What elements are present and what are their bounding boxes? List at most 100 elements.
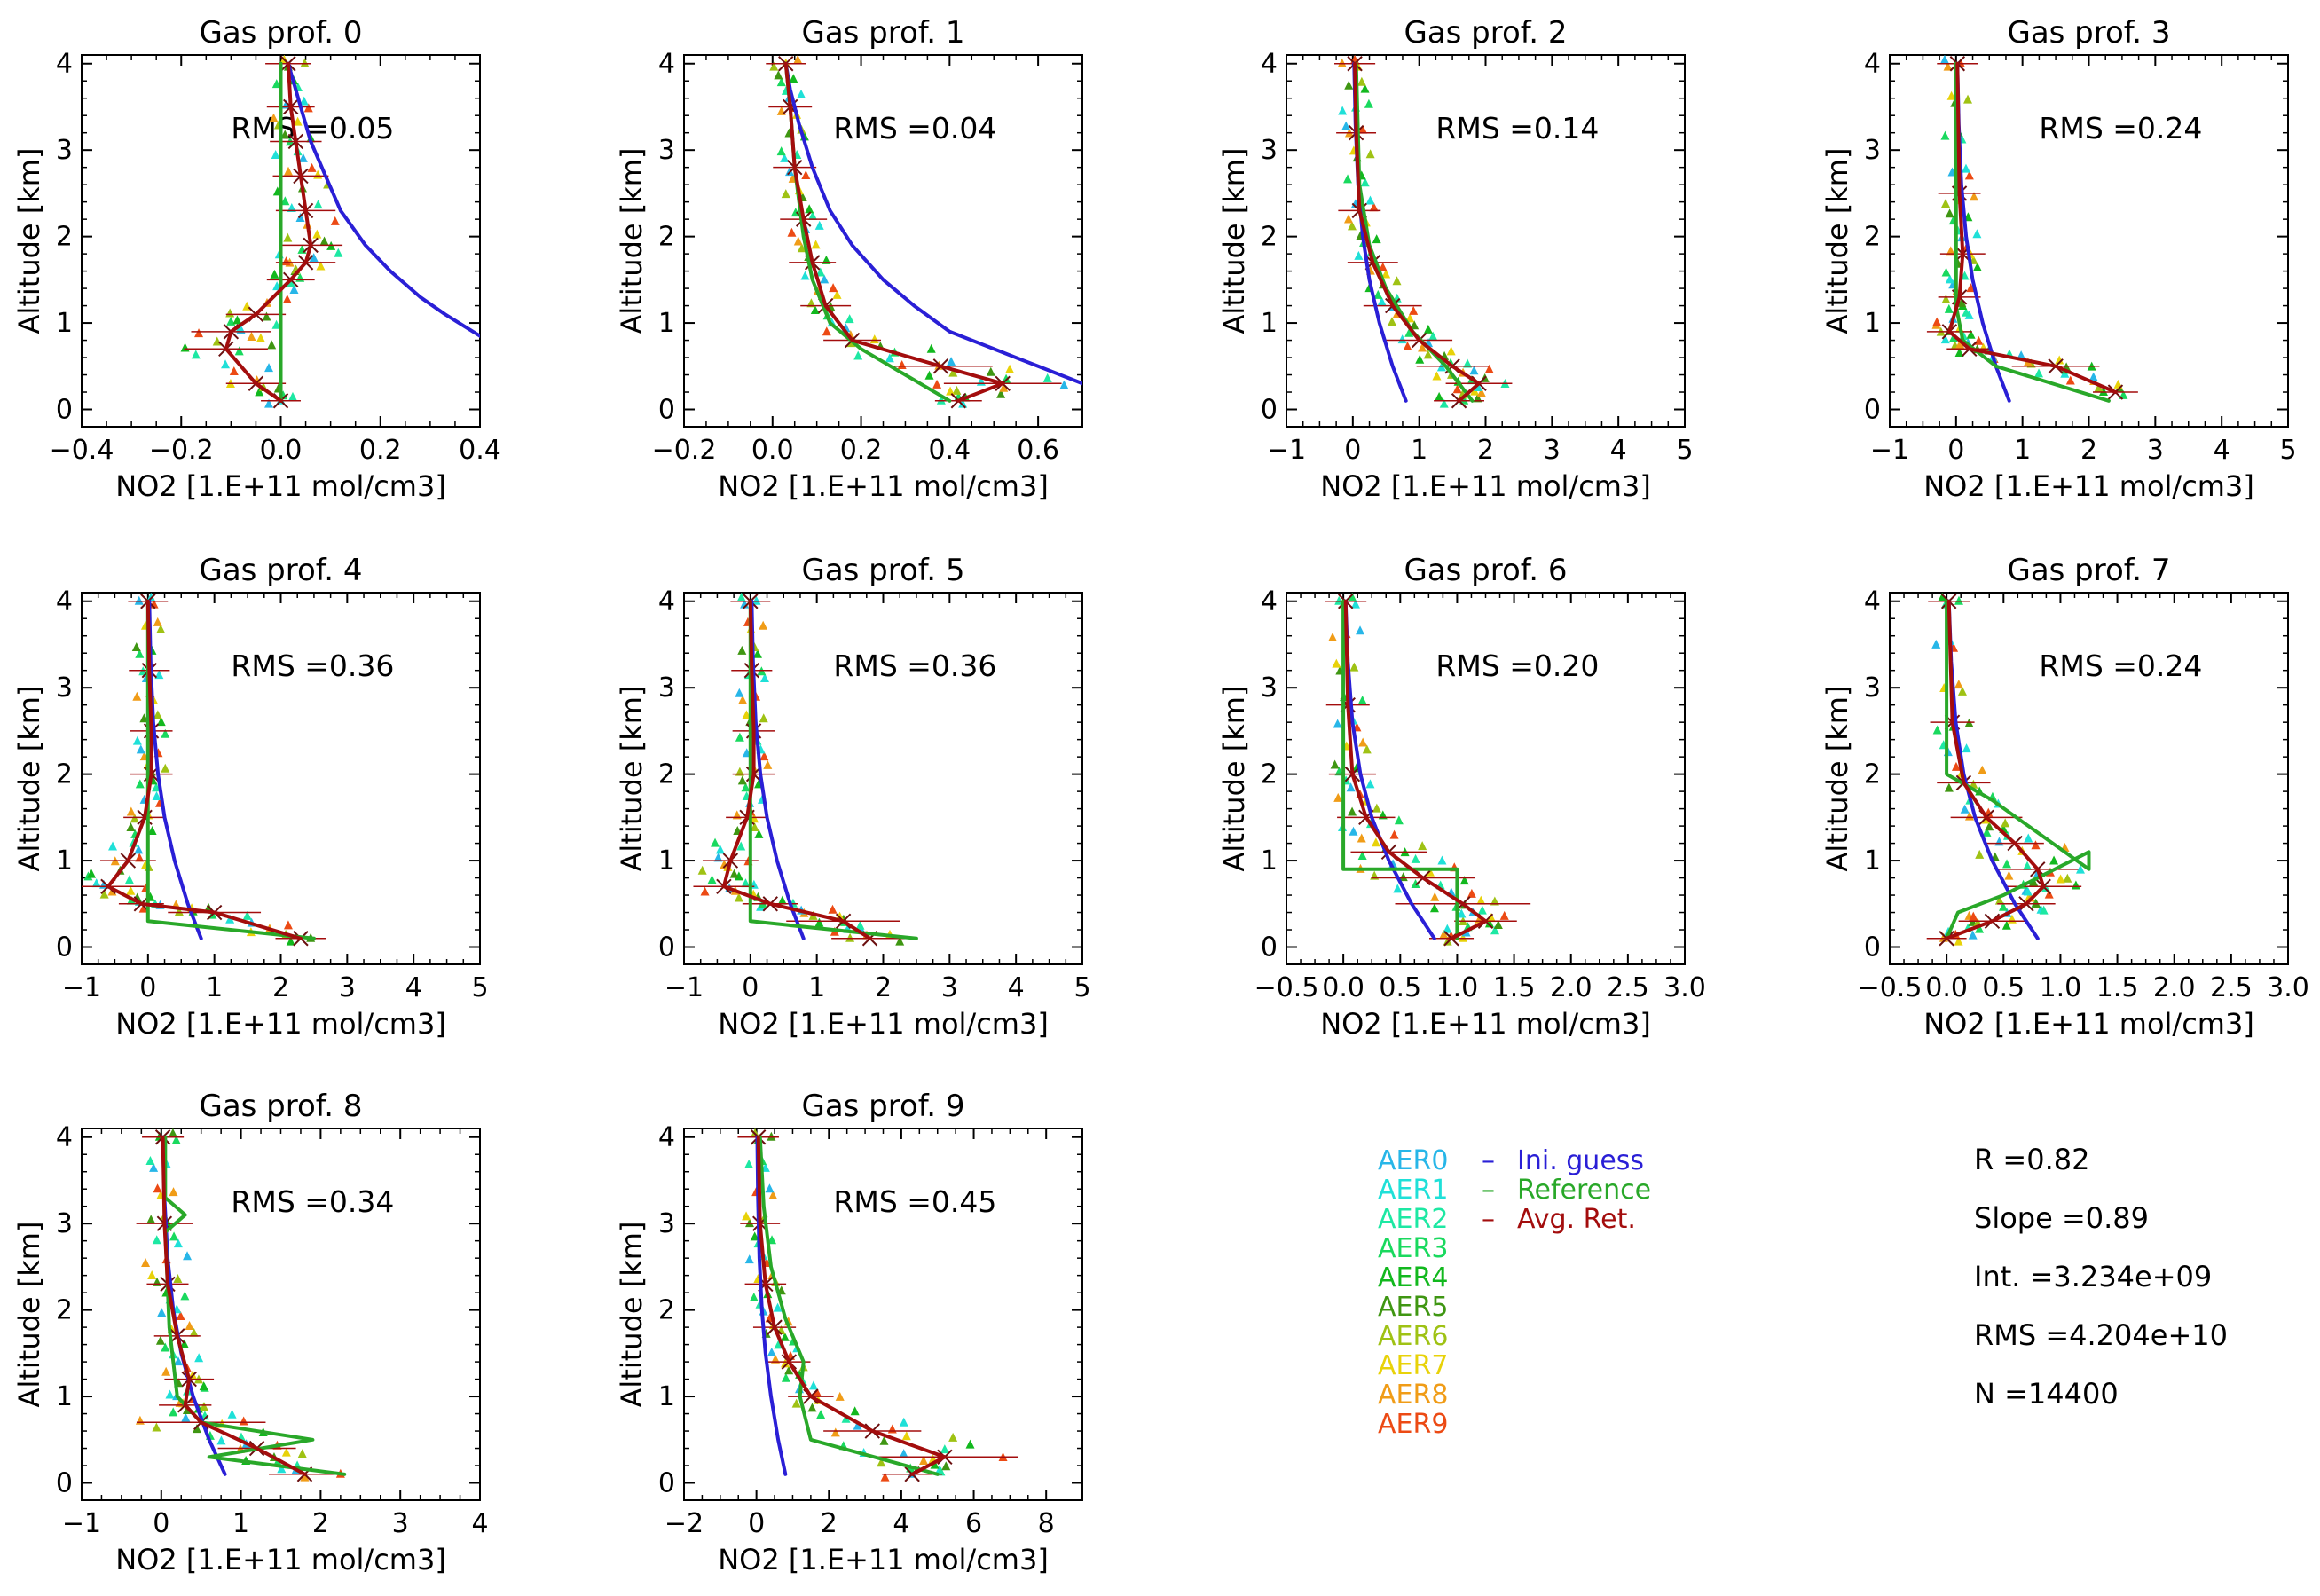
aer-scatter-point [226,316,236,326]
panel-title: Gas prof. 5 [801,553,964,588]
legend-line-dash: – [1482,1204,1495,1235]
y-tick-label: 3 [658,672,675,704]
aer-scatter-point [738,695,748,704]
aer-scatter-point [741,878,751,888]
y-tick-label: 0 [1864,395,1881,426]
y-axis-label: Altitude [km] [1821,148,1854,334]
x-tick-label: 0.2 [840,435,883,466]
aer-scatter-point [1428,331,1438,341]
aer-scatter-point [1423,324,1433,334]
aer-scatter-point [829,283,838,293]
x-axis-label: NO2 [1.E+11 mol/cm3] [115,1007,446,1041]
x-tick-label: 2 [1477,435,1494,466]
legend-aer-label: AER0 [1378,1145,1448,1176]
aer-scatter-point [1941,267,1951,277]
aer-scatter-point [1969,911,1978,921]
aer-scatter-point [124,875,134,884]
rms-label: RMS =0.14 [1435,111,1599,145]
aer-scatter-point [1951,761,1961,771]
rms-label: RMS =0.20 [1435,649,1599,683]
y-axis-label: Altitude [km] [12,686,46,872]
plot-data [737,1128,1018,1482]
aer-scatter-point [768,1191,778,1200]
aer-scatter-point [2031,840,2041,850]
aer-scatter-point [736,841,746,851]
y-tick-label: 0 [1261,932,1278,963]
aer-scatter-point [271,79,281,89]
panel-title: Gas prof. 8 [199,1089,362,1124]
y-tick-label: 2 [658,759,675,790]
aer-scatter-point [751,595,761,605]
aer-scatter-point [1938,593,1947,601]
aer-scatter-point [132,691,142,701]
aer-scatter-point [152,1422,161,1432]
aer-scatter-point [2075,864,2085,874]
avg-ret-line [1343,599,1488,940]
legend-aer-label: AER6 [1378,1321,1448,1352]
statistics-block: R =0.82 Slope =0.89 Int. =3.234e+09 RMS … [1974,1143,2228,1411]
aer-scatter-point [781,189,790,199]
aer-scatter-point [300,58,310,67]
aer-scatter-point [1966,283,1976,293]
aer-scatter-point [808,1380,818,1390]
aer-scatter-point [1932,725,1942,735]
aer-scatter-point [781,1358,790,1368]
y-tick-label: 4 [658,1122,675,1153]
aer-scatter-point [152,782,161,792]
avg-ret-line [721,599,872,940]
aer-scatter-point [135,1415,145,1425]
aer-scatter-point [264,363,274,373]
aer-scatter-point [1941,198,1951,208]
y-tick-label: 4 [658,49,675,80]
aer-scatter-point [1411,878,1420,888]
aer-scatter-point [814,220,824,230]
y-axis-label: Altitude [km] [12,148,46,334]
aer-scatter-point [1348,806,1357,816]
aer-scatter-point [1334,767,1344,776]
aer-scatter-point [879,1435,889,1445]
aer-scatter-point [930,1459,940,1469]
aer-scatter-point [183,1251,193,1261]
aer-scatter-point [155,1335,165,1345]
ini-guess-line [1343,599,1436,940]
aer-scatter-point [1944,782,1954,792]
x-tick-label: 3 [392,1508,409,1539]
x-tick-label: 1 [1411,435,1427,466]
aer-scatter-point [1328,633,1338,642]
aer-scatter-point [1371,837,1380,847]
x-tick-label: −1 [665,972,704,1003]
aer-scatter-point [936,395,946,405]
aer-scatter-point [750,1231,759,1241]
y-axis-label: Altitude [km] [12,1222,46,1408]
aer-scatter-point [147,825,157,835]
aer-scatter-point [1002,373,1011,383]
x-tick-label: 0.0 [751,435,794,466]
x-tick-label: 2.5 [1607,972,1649,1003]
aer-scatter-point [941,1461,951,1471]
aer-scatter-point [2071,880,2080,890]
aer-scatter-point [1994,895,2004,905]
aer-scatter-point [1338,106,1348,115]
plot-data [1926,593,2091,947]
aer-scatter-point [1337,58,1347,67]
y-tick-label: 3 [658,135,675,166]
legend-line-dash: – [1482,1175,1495,1206]
y-tick-label: 4 [56,586,73,617]
aer-scatter-point [828,904,838,914]
aer-scatter-point [309,253,319,263]
aer-scatter-point [135,649,145,658]
aer-scatter-point [174,907,184,916]
aer-scatter-point [895,936,905,946]
rms-label: RMS =0.04 [833,111,996,145]
aer-scatter-point [1966,329,1976,339]
aer-scatter-point [2098,387,2108,397]
aer-scatter-point [1486,913,1496,923]
aer-scatter-point [1960,804,1970,814]
aer-scatter-point [899,1417,908,1427]
y-tick-label: 1 [658,845,675,877]
y-tick-label: 0 [1864,932,1881,963]
aer-scatter-point [1042,373,1052,382]
aer-scatter-point [1467,888,1476,898]
aer-scatter-point [242,910,252,920]
aer-scatter-point [295,212,305,222]
